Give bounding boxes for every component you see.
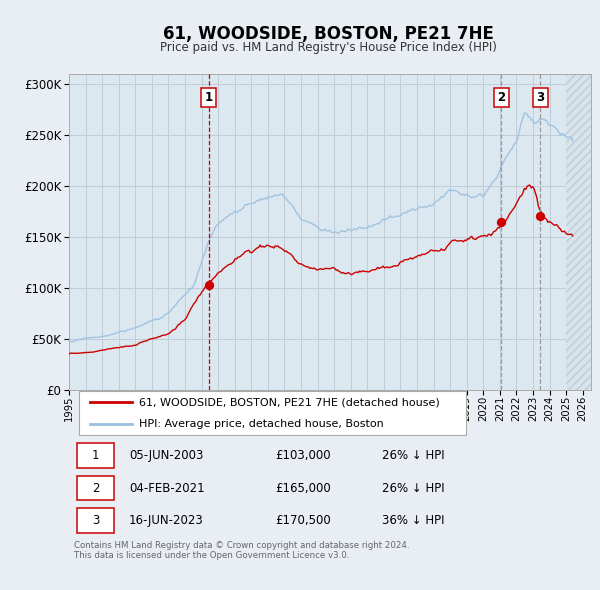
Text: 05-JUN-2003: 05-JUN-2003 [129,449,203,462]
Text: 3: 3 [92,514,100,527]
Bar [566,74,591,389]
Text: 2: 2 [92,481,100,494]
FancyBboxPatch shape [77,476,115,500]
Text: 1: 1 [205,91,212,104]
Text: 1: 1 [92,449,100,462]
Text: HPI: Average price, detached house, Boston: HPI: Average price, detached house, Bost… [139,419,384,430]
Text: 26% ↓ HPI: 26% ↓ HPI [382,481,445,494]
Point [536,211,545,221]
Text: 61, WOODSIDE, BOSTON, PE21 7HE (detached house): 61, WOODSIDE, BOSTON, PE21 7HE (detached… [139,398,440,408]
Text: 26% ↓ HPI: 26% ↓ HPI [382,449,445,462]
FancyBboxPatch shape [77,509,115,533]
Text: 2: 2 [497,91,505,104]
Text: 3: 3 [536,91,545,104]
Text: £103,000: £103,000 [275,449,331,462]
FancyBboxPatch shape [77,443,115,468]
Text: 16-JUN-2023: 16-JUN-2023 [129,514,204,527]
Point [497,217,506,226]
Text: Price paid vs. HM Land Registry's House Price Index (HPI): Price paid vs. HM Land Registry's House … [160,41,497,54]
Text: 36% ↓ HPI: 36% ↓ HPI [382,514,445,527]
Text: £165,000: £165,000 [275,481,331,494]
FancyBboxPatch shape [79,391,466,435]
Point [204,280,214,290]
Text: 04-FEB-2021: 04-FEB-2021 [129,481,205,494]
Bar [566,74,591,389]
Text: 61, WOODSIDE, BOSTON, PE21 7HE: 61, WOODSIDE, BOSTON, PE21 7HE [163,25,494,44]
Text: £170,500: £170,500 [275,514,331,527]
Text: Contains HM Land Registry data © Crown copyright and database right 2024.
This d: Contains HM Land Registry data © Crown c… [74,541,410,560]
